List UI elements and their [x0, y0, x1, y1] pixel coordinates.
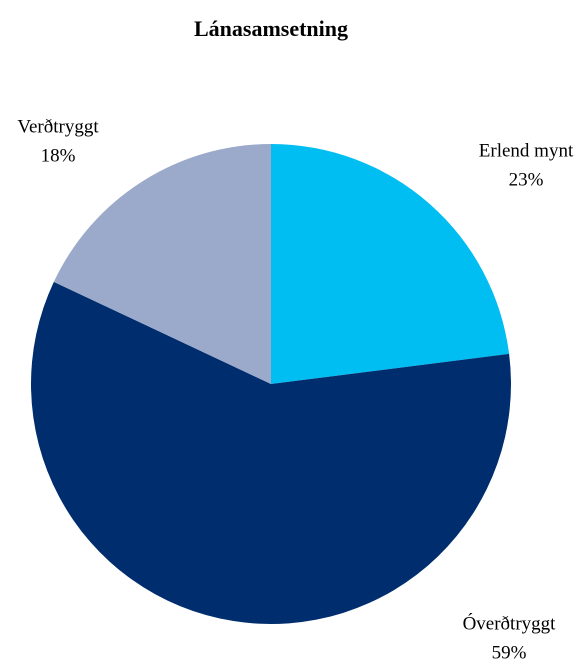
slice-label: Verðtryggt: [17, 116, 99, 137]
chart-title: Lánasamsetning: [194, 16, 348, 41]
pie-slice: [31, 281, 512, 624]
pie-slice: [271, 144, 510, 384]
slice-value-label: 18%: [41, 145, 76, 166]
slice-value-label: 59%: [492, 642, 527, 663]
slice-label: Óverðtryggt: [463, 612, 557, 634]
slice-value-label: 23%: [509, 169, 544, 190]
slice-label: Erlend mynt: [479, 140, 574, 161]
pie-slice: [53, 144, 271, 384]
